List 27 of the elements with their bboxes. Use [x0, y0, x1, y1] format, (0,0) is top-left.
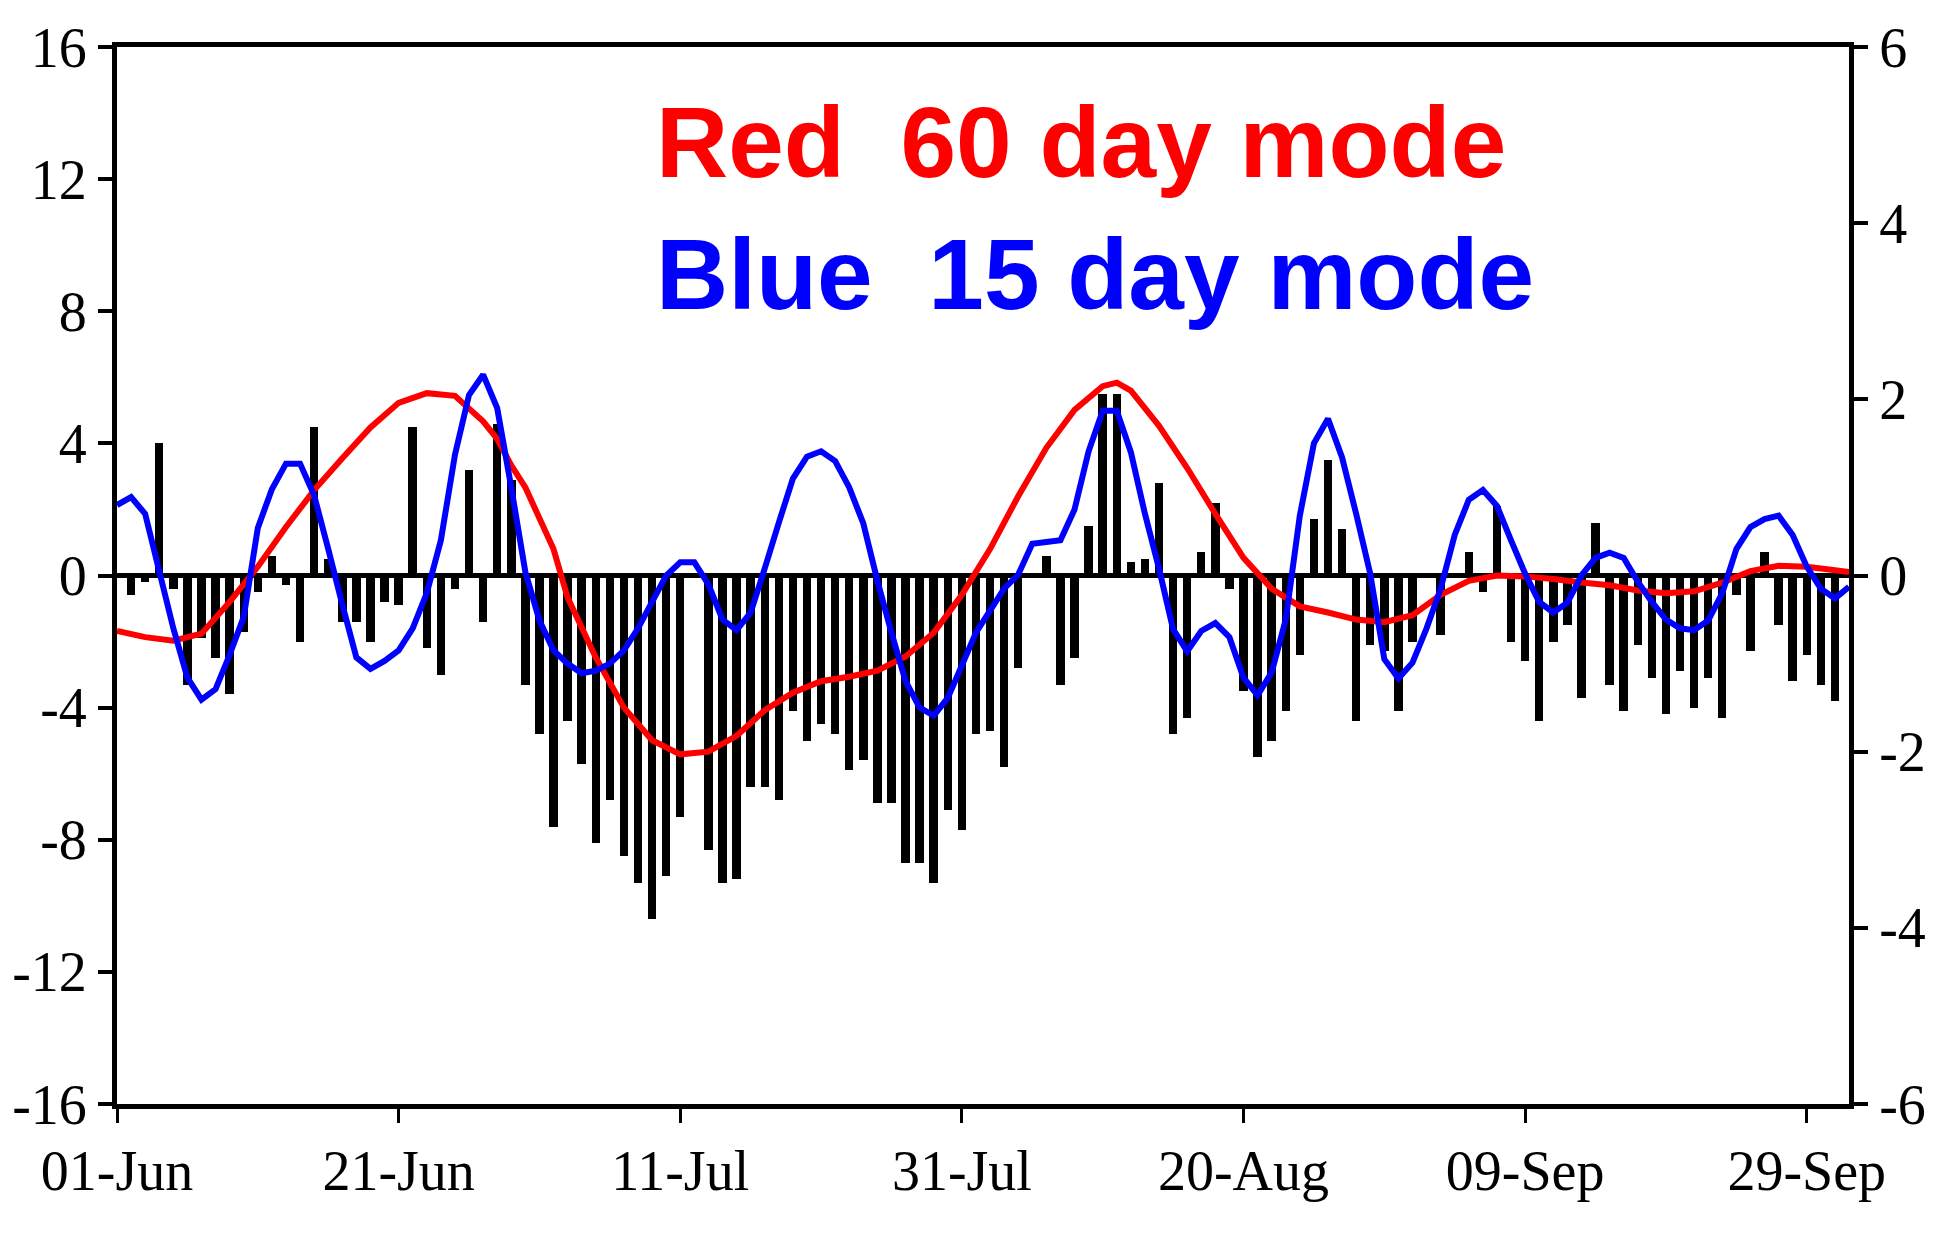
y2-tick-label: 6 — [1879, 16, 1908, 79]
y-tick-label: -12 — [12, 941, 87, 1004]
x-tick-label: 09-Sep — [1445, 1140, 1605, 1203]
bar — [1507, 576, 1515, 642]
y2-tick-label: 4 — [1879, 192, 1908, 255]
x-tick-label: 29-Sep — [1727, 1140, 1887, 1203]
text: Red 60 day mode — [656, 86, 1507, 198]
y2-tick-label: -4 — [1879, 897, 1926, 960]
y-tick-label: 16 — [30, 16, 87, 79]
x-tick-label: 11-Jul — [611, 1140, 750, 1203]
y2-tick-label: -2 — [1879, 721, 1926, 784]
y2-tick-label: 0 — [1879, 545, 1908, 608]
bar — [1521, 576, 1529, 661]
y-tick-label: -8 — [40, 809, 87, 872]
y-tick-label: 8 — [58, 280, 87, 343]
y2-tick-label: -6 — [1879, 1073, 1926, 1136]
series-label: Blue 15 day mode — [656, 218, 1535, 330]
y-tick-label: 0 — [58, 545, 87, 608]
y-tick-label: 4 — [58, 412, 87, 475]
x-tick-label: 21-Jun — [322, 1140, 475, 1203]
x-tick-label: 20-Aug — [1157, 1140, 1330, 1203]
y2-tick-label: 2 — [1879, 368, 1908, 431]
x-tick-label: 01-Jun — [40, 1140, 194, 1203]
x-tick-label: 31-Jul — [891, 1140, 1032, 1203]
y-tick-label: -4 — [40, 677, 87, 740]
y-tick-label: 12 — [30, 148, 87, 211]
y-tick-label: -16 — [12, 1073, 87, 1136]
